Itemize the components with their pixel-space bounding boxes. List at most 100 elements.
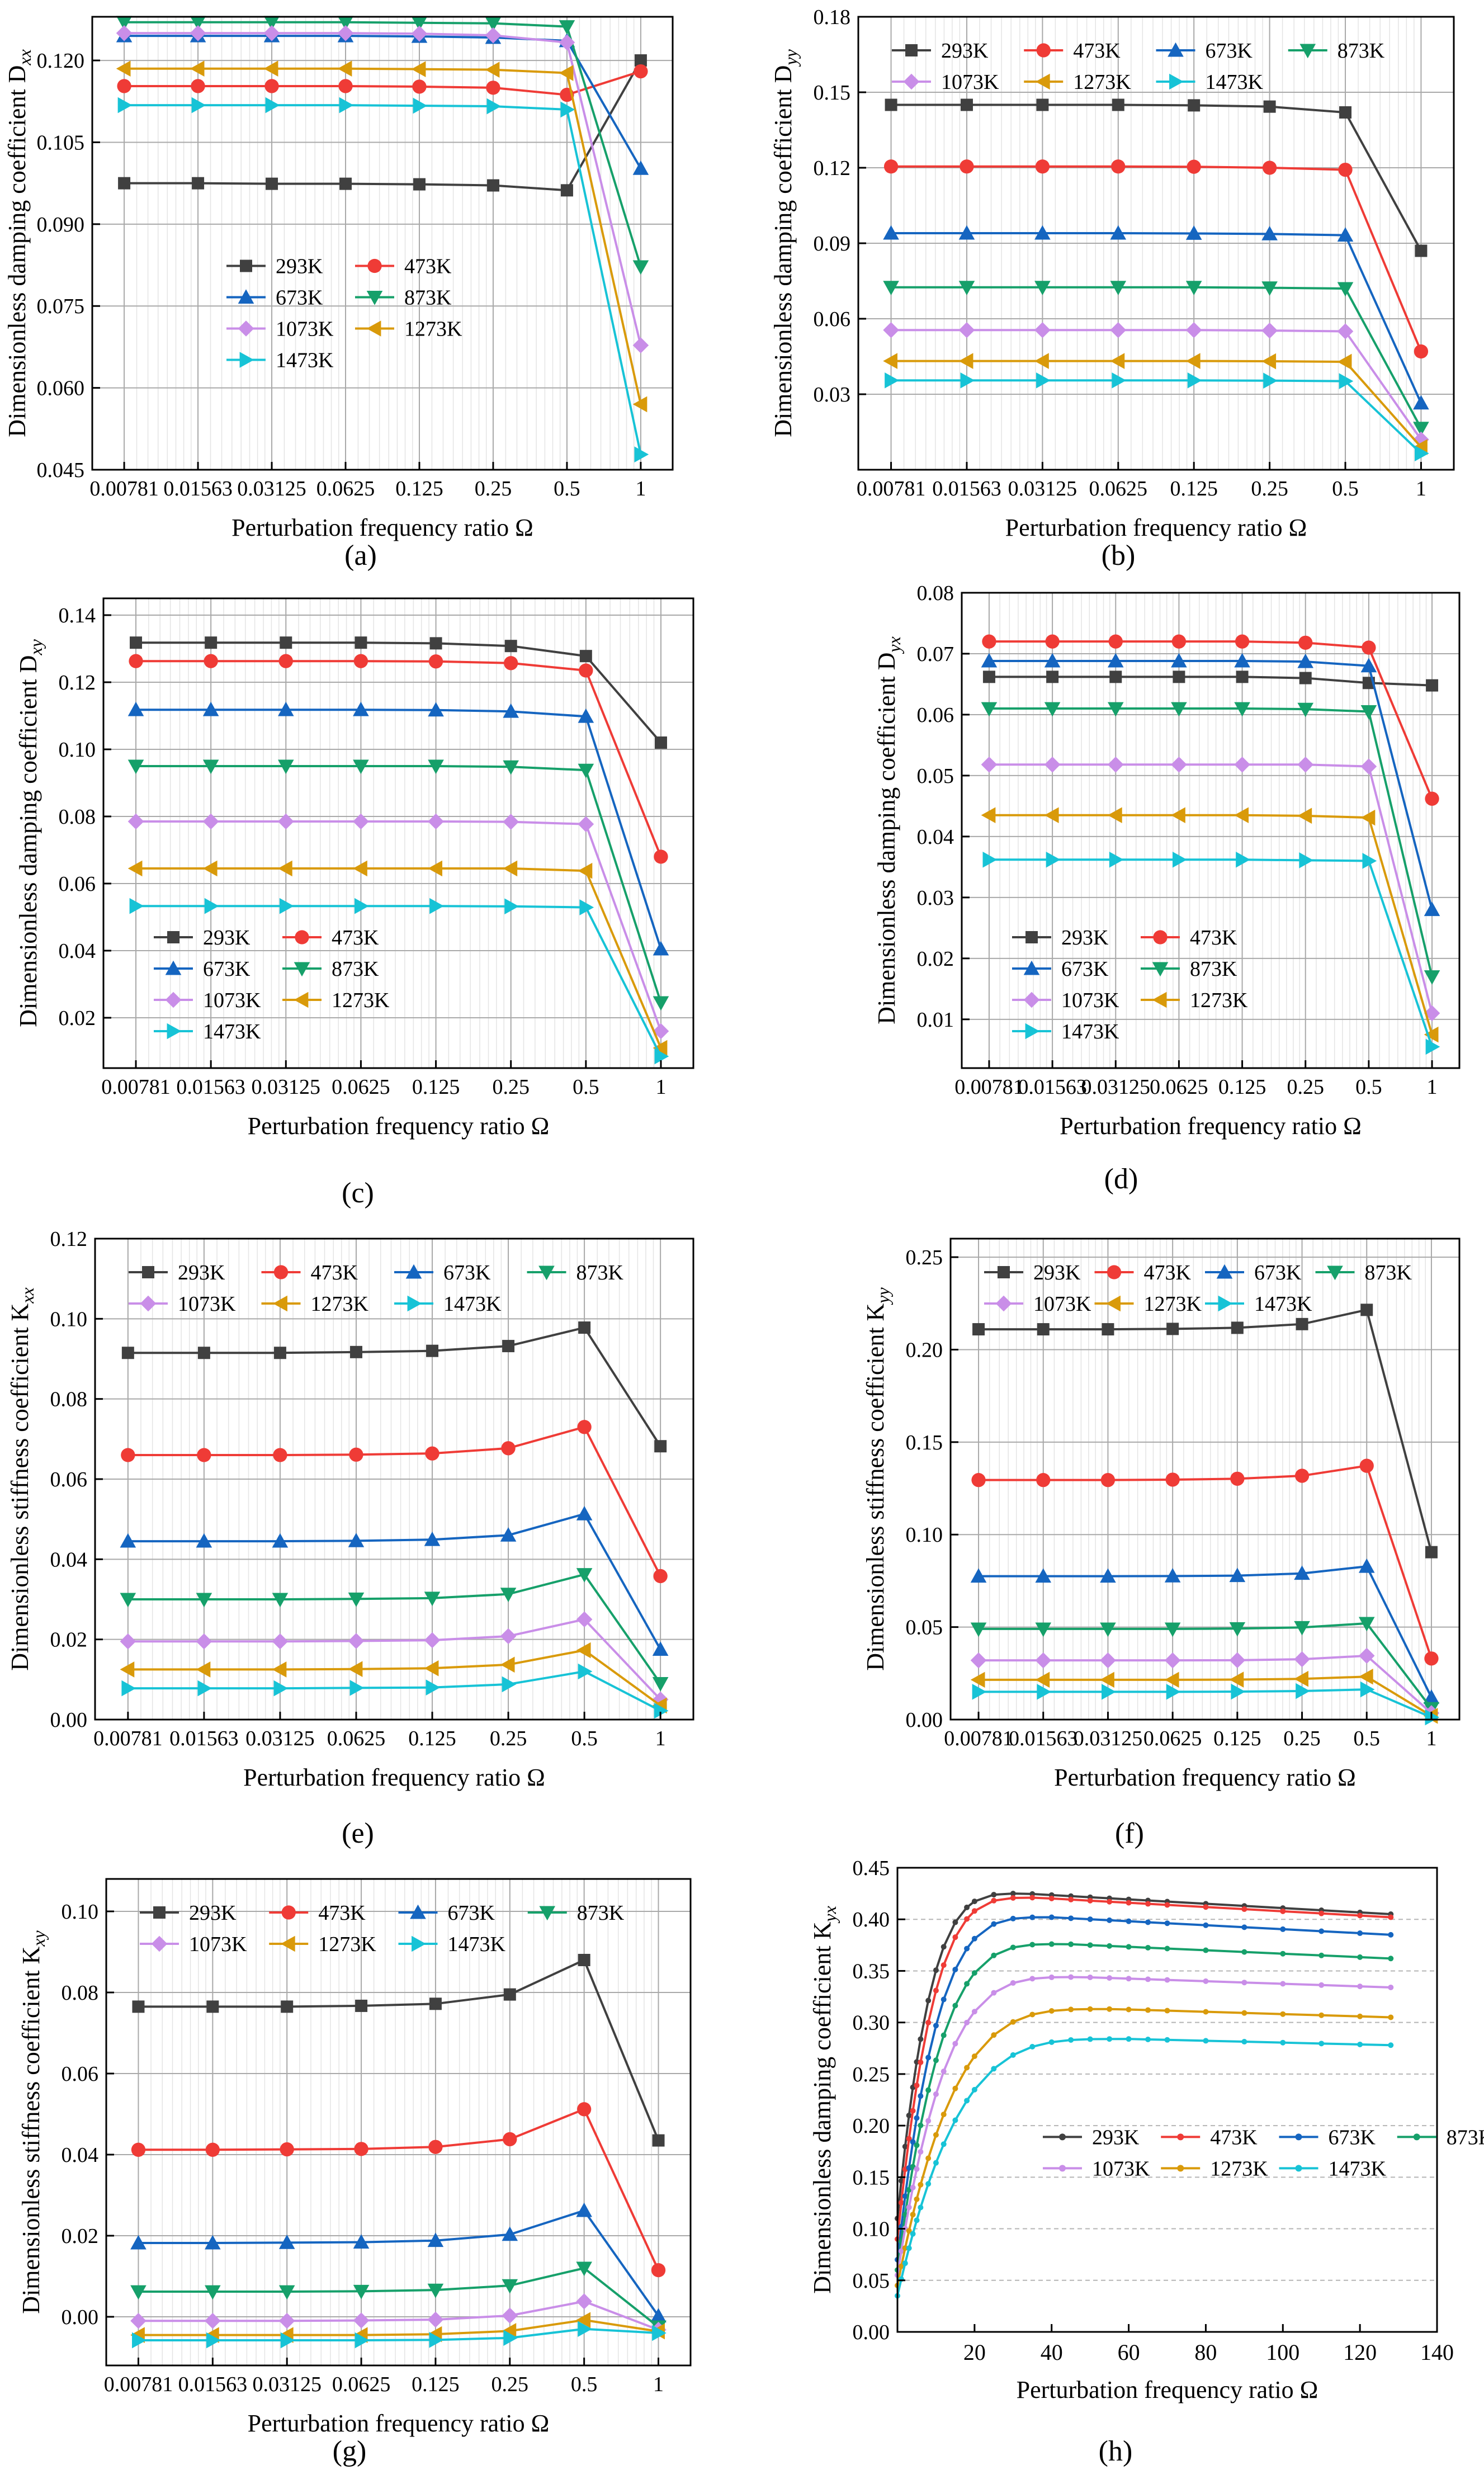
y-tick-label: 0.02	[59, 1007, 96, 1030]
data-point-673K	[1318, 1928, 1325, 1934]
legend-label: 1273K	[404, 318, 462, 341]
legend-label: 473K	[1073, 39, 1121, 63]
series-line-673K	[136, 709, 662, 950]
x-tick-label: 0.00781	[104, 2373, 173, 2396]
data-point-293K	[902, 2143, 908, 2150]
data-point-1073K	[1171, 757, 1187, 773]
data-point-873K	[337, 16, 354, 31]
data-point-1073K	[427, 2311, 444, 2328]
legend-item: 1473K	[1205, 1292, 1312, 1316]
data-point-873K	[952, 2003, 958, 2009]
data-point-673K	[277, 701, 294, 716]
data-point-673K	[1044, 653, 1061, 668]
data-point-473K	[634, 64, 648, 79]
legend-label: 1473K	[203, 1020, 261, 1043]
y-tick-label: 0.18	[814, 6, 851, 29]
data-point-293K	[1166, 1323, 1179, 1335]
data-point-873K	[277, 759, 294, 775]
data-point-1073K	[576, 2293, 592, 2310]
legend-marker	[167, 1023, 182, 1040]
y-axis-title-subscript: xy	[26, 639, 46, 655]
x-tick-label: 0.25	[492, 1075, 530, 1099]
data-point-1073K	[1424, 1005, 1440, 1022]
series-line-1473K	[891, 379, 1422, 455]
legend-marker	[407, 1295, 422, 1312]
data-point-1073K	[964, 2019, 970, 2025]
data-point-1073K	[576, 1611, 593, 1628]
y-axis-title: Dimensionless damping coefficient Kyx	[809, 1906, 840, 2294]
data-point-1473K	[1068, 2037, 1074, 2043]
y-axis-title-subscript: xx	[15, 49, 35, 65]
data-point-1273K	[1203, 2009, 1209, 2015]
data-point-1273K	[964, 2065, 970, 2071]
data-point-1073K	[1100, 1652, 1116, 1669]
legend-item: 1473K	[1279, 2157, 1387, 2180]
data-point-1073K	[263, 25, 280, 41]
data-point-873K	[1126, 1944, 1132, 1950]
y-tick-label: 0.40	[853, 1908, 890, 1932]
data-point-1073K	[485, 27, 502, 44]
x-tick-label: 1	[655, 1075, 666, 1099]
series-line-293K	[127, 1326, 661, 1447]
legend-marker	[539, 1906, 556, 1921]
plot-frame	[949, 1238, 1461, 1721]
x-tick-label: 0.0625	[327, 1727, 386, 1750]
data-point-673K	[427, 2232, 444, 2247]
legend-label: 1273K	[1210, 2157, 1268, 2180]
series-line-1073K	[124, 32, 642, 346]
data-point-873K	[1087, 1942, 1093, 1948]
data-point-473K	[197, 1448, 211, 1462]
legend-item: 1473K	[1012, 1020, 1119, 1043]
data-point-473K	[933, 1987, 939, 1994]
data-point-673K	[650, 2308, 667, 2322]
series-line-873K	[127, 1573, 661, 1684]
data-point-1273K	[1424, 1026, 1439, 1043]
data-point-873K	[941, 2032, 947, 2038]
data-point-1073K	[1107, 757, 1124, 773]
data-point-473K	[1424, 1651, 1439, 1666]
data-point-293K	[1263, 100, 1276, 113]
data-point-293K	[1046, 670, 1059, 683]
data-point-473K	[1165, 1472, 1180, 1487]
data-point-1273K	[502, 2323, 517, 2339]
data-point-473K	[428, 654, 443, 669]
data-point-1073K	[883, 322, 899, 338]
data-point-873K	[632, 260, 649, 275]
data-point-1073K	[424, 1632, 441, 1649]
legend-item: 293K	[1043, 2126, 1140, 2149]
series-line-473K	[989, 640, 1433, 800]
data-point-873K	[964, 1981, 970, 1987]
data-point-1073K	[353, 2312, 370, 2329]
y-tick-label: 0.05	[853, 2269, 890, 2293]
chart-panel-5: 0.00 0.02 0.04 0.06 0.08 0.10 0.12 0.00781 0.015…	[6, 1227, 694, 1849]
data-point-293K	[971, 1899, 977, 1905]
data-point-473K	[982, 634, 996, 649]
data-point-1473K	[1048, 2039, 1055, 2045]
y-tick-label: 0.10	[59, 738, 96, 762]
data-point-873K	[981, 702, 998, 717]
legend: 293K 473K 673K 873K 1073K 1273K 1473K	[154, 926, 390, 1043]
x-tick-label: 80	[1194, 2340, 1217, 2365]
data-point-1473K	[925, 2181, 932, 2187]
data-point-673K	[578, 708, 594, 723]
legend-label: 473K	[318, 1901, 366, 1925]
data-point-873K	[1413, 422, 1429, 437]
data-point-673K	[120, 1533, 136, 1548]
chart-panel-4: 0.010.020.030.040.050.060.070.080.007810…	[873, 582, 1461, 1195]
chart-panel-2: 0.03 0.06 0.09 0.12 0.15 0.18 0.00781 0.01563 0.…	[769, 6, 1455, 572]
data-point-1273K	[1164, 2008, 1170, 2014]
series-line-673K	[979, 1565, 1433, 1698]
legend-marker	[1025, 931, 1038, 943]
data-point-1273K	[1087, 2006, 1093, 2012]
x-tick-label: 0.00781	[944, 1727, 1013, 1750]
legend-item: 873K	[527, 1261, 624, 1284]
legend-label: 1073K	[1092, 2157, 1150, 2180]
x-tick-label: 0.00781	[89, 477, 159, 500]
data-point-673K	[1010, 1915, 1016, 1921]
series-line-1073K	[891, 329, 1422, 441]
y-tick-label: 0.20	[906, 1338, 943, 1362]
data-point-1473K	[964, 2098, 970, 2104]
data-point-873K	[1100, 1622, 1116, 1637]
data-point-1473K	[265, 97, 280, 114]
legend-marker	[1025, 1023, 1040, 1040]
